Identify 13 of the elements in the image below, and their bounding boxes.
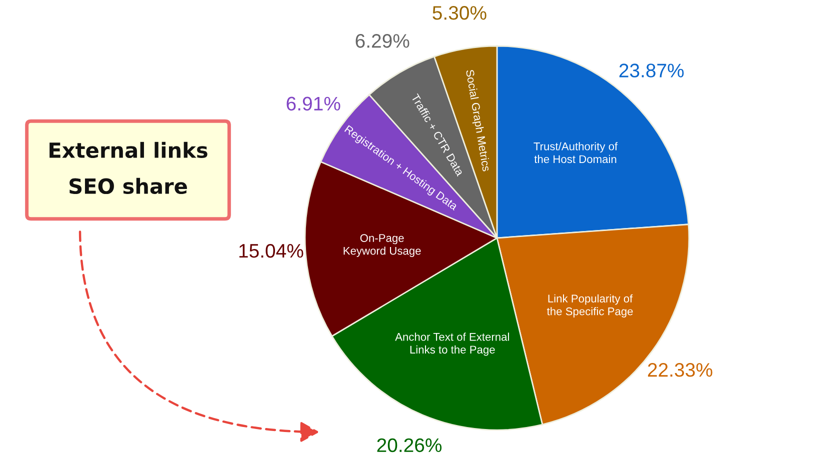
data-label: 20.26% (377, 438, 442, 452)
data-label: 6.29% (356, 34, 410, 48)
data-label: 5.30% (432, 6, 486, 20)
data-label: 22.33% (648, 363, 712, 377)
data-label: 15.04% (239, 244, 304, 258)
slice-label: Social Graph Metrics (464, 69, 491, 172)
slice-label: Trust/Authority of the Host Domain (534, 142, 618, 164)
slice-label: Link Popularity of the Specific Page (546, 294, 633, 318)
slice-label: On-Page Keyword Usage (344, 234, 421, 257)
text: External links SEO share (50, 142, 208, 194)
slice-label: Anchor Text of External Links to the Page (395, 332, 509, 356)
data-label: 6.91% (286, 96, 340, 111)
data-label: 23.87% (619, 64, 684, 78)
